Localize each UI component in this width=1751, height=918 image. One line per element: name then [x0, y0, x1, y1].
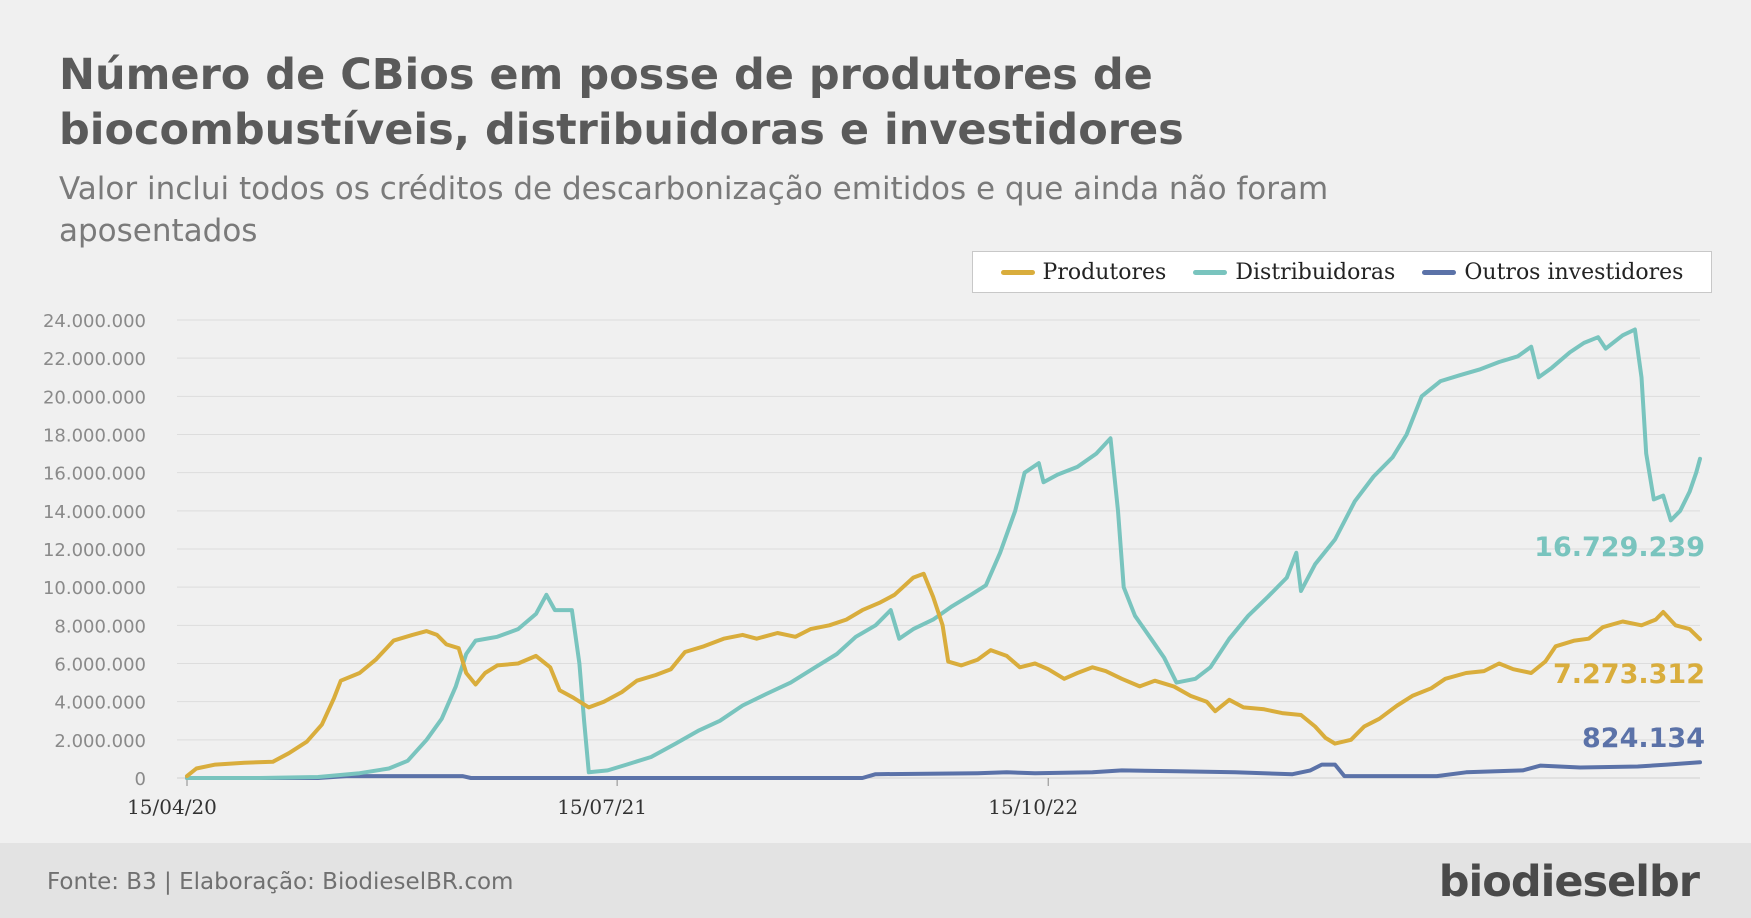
y-tick-label: 10.000.000: [43, 578, 146, 599]
end-label-outros-investidores: 824.134: [1582, 723, 1705, 754]
series-end-labels: 7.273.312 16.729.239 824.134: [1534, 532, 1705, 754]
x-tick-label: 15/07/21: [557, 795, 647, 819]
end-label-produtores: 7.273.312: [1553, 659, 1705, 690]
y-tick-label: 4.000.000: [54, 693, 146, 714]
series-line-outros-investidores: [185, 760, 1702, 780]
x-axis: 15/04/20 15/07/21 15/10/22: [127, 778, 1078, 819]
x-tick-label: 15/04/20: [127, 795, 217, 819]
legend-item-produtores[interactable]: Produtores: [1000, 259, 1167, 285]
footer-source: Fonte: B3 | Elaboração: BiodieselBR.com: [47, 869, 514, 895]
end-label-distribuidoras: 16.729.239: [1534, 532, 1705, 563]
y-tick-label: 14.000.000: [43, 502, 146, 523]
chart-legend: Produtores Distribuidoras Outros investi…: [972, 251, 1712, 293]
legend-label-outros-investidores: Outros investidores: [1464, 259, 1684, 285]
legend-item-outros-investidores[interactable]: Outros investidores: [1422, 260, 1683, 285]
series-line-produtores: [185, 571, 1702, 779]
legend-swatch-produtores: [1000, 269, 1035, 275]
footer: Fonte: B3 | Elaboração: BiodieselBR.com …: [0, 843, 1751, 918]
y-tick-label: 16.000.000: [43, 464, 146, 485]
y-tick-label: 0: [135, 769, 146, 790]
y-tick-label: 24.000.000: [43, 311, 146, 332]
legend-swatch-distribuidoras: [1193, 269, 1228, 275]
y-tick-label: 22.000.000: [43, 349, 146, 370]
series-lines: [185, 327, 1702, 780]
y-tick-label: 6.000.000: [54, 655, 146, 676]
chart-title: Número de CBios em posse de produtores d…: [59, 50, 1184, 155]
series-line-distribuidoras: [185, 327, 1702, 780]
line-chart: 0 2.000.000 4.000.000 6.000.000 8.000.000 10.…: [43, 311, 1705, 819]
legend-item-distribuidoras[interactable]: Distribuidoras: [1193, 260, 1395, 285]
y-tick-label: 12.000.000: [43, 540, 146, 561]
y-tick-label: 18.000.000: [43, 426, 146, 447]
y-tick-label: 20.000.000: [43, 387, 146, 408]
y-tick-label: 2.000.000: [54, 731, 146, 752]
biodieselbr-logo: biodieselbr: [1438, 857, 1700, 907]
y-axis: 0 2.000.000 4.000.000 6.000.000 8.000.000 10.…: [43, 311, 146, 790]
chart-grid: [177, 319, 1700, 779]
x-tick-label: 15/10/22: [988, 795, 1078, 819]
legend-swatch-outros-investidores: [1422, 269, 1457, 275]
y-tick-label: 8.000.000: [54, 616, 146, 637]
chart-subtitle: Valor inclui todos os créditos de descar…: [59, 171, 1329, 249]
legend-label-distribuidoras: Distribuidoras: [1235, 259, 1396, 285]
legend-label-produtores: Produtores: [1042, 259, 1167, 285]
